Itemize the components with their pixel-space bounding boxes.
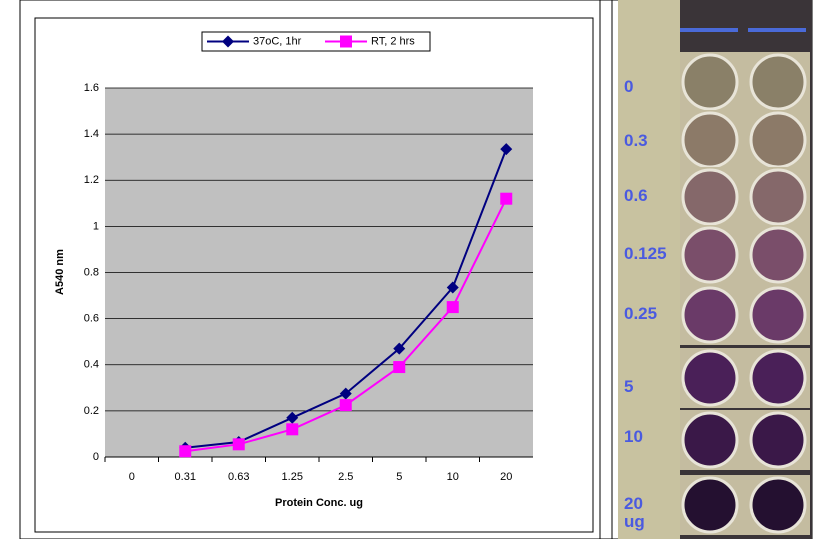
well (749, 411, 807, 469)
x-axis-title: Protein Conc. ug (275, 497, 363, 509)
plate-label: 10 (624, 427, 643, 446)
marker (446, 301, 459, 314)
x-tick-label: 5 (396, 471, 402, 483)
plate-strip (618, 0, 680, 539)
plate-label: 20 ug (624, 494, 645, 531)
marker (446, 281, 459, 294)
y-axis-title: A540 nm (54, 249, 66, 295)
marker (393, 361, 406, 374)
well (749, 53, 807, 111)
y-tick-label: 0.4 (84, 359, 99, 371)
plate-label: 0 (624, 77, 634, 96)
marker (340, 35, 352, 48)
well (749, 226, 807, 284)
x-tick-label: 0.31 (175, 471, 196, 483)
y-tick-label: 1.6 (84, 82, 99, 94)
y-tick-label: 0.2 (84, 405, 99, 417)
well (749, 168, 807, 226)
y-tick-label: 1.2 (84, 174, 99, 186)
marker (222, 35, 234, 48)
well (749, 349, 807, 407)
well (681, 349, 739, 407)
y-tick-label: 1.4 (84, 128, 99, 140)
marker (286, 423, 299, 436)
plate-label: 0.3 (624, 131, 648, 150)
well (749, 286, 807, 344)
x-tick-label: 10 (447, 471, 459, 483)
plate-label: 0.6 (624, 186, 648, 205)
well (681, 476, 739, 534)
y-tick-label: 1 (93, 220, 99, 232)
marker (500, 192, 513, 205)
plate-label: 0.25 (624, 304, 658, 323)
marker (179, 445, 192, 458)
marker (286, 411, 299, 424)
marker (393, 342, 406, 355)
well (681, 168, 739, 226)
marker (339, 387, 352, 400)
x-tick-label: 0 (129, 471, 135, 483)
x-tick-label: 1.25 (282, 471, 303, 483)
legend-label: RT, 2 hrs (371, 35, 415, 47)
y-tick-label: 0 (93, 451, 99, 463)
x-tick-label: 20 (500, 471, 512, 483)
well (681, 111, 739, 169)
y-tick-label: 0.6 (84, 313, 99, 325)
plate-label: 0.125 (624, 244, 667, 263)
y-tick-label: 0.8 (84, 266, 99, 278)
well (681, 411, 739, 469)
well (681, 226, 739, 284)
well (681, 53, 739, 111)
marker (500, 143, 513, 156)
plate-label: 5 (624, 377, 634, 396)
well (749, 476, 807, 534)
marker (339, 399, 352, 412)
marker (232, 438, 245, 451)
legend-label: 37oC, 1hr (253, 35, 302, 47)
x-tick-label: 2.5 (338, 471, 353, 483)
well (749, 111, 807, 169)
x-tick-label: 0.63 (228, 471, 249, 483)
legend-box (201, 31, 431, 52)
well (681, 286, 739, 344)
